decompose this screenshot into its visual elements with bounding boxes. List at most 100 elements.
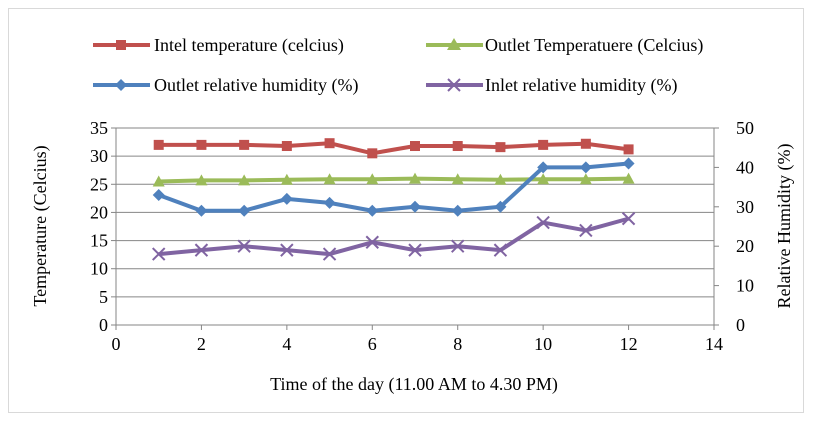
y-left-tick-label: 5 — [99, 287, 108, 307]
data-point — [623, 144, 634, 155]
data-point — [280, 192, 293, 205]
legend-marker-outlet-temperature — [447, 38, 461, 50]
x-tick-label: 8 — [453, 334, 462, 354]
legend-item-outlet-temperature: Outlet Temperatuere (Celcius) — [426, 35, 703, 56]
data-point — [579, 223, 593, 238]
legend-item-inlet-temperature: Intel temperature (celcius) — [93, 35, 344, 56]
data-point — [152, 188, 165, 201]
y-left-axis-title: Temperature (Celcius) — [30, 145, 51, 306]
data-point — [324, 138, 335, 149]
data-point — [366, 173, 379, 185]
data-point — [366, 204, 379, 217]
data-point — [237, 239, 251, 253]
series-layer — [152, 138, 636, 261]
y-right-axis-title: Relative Humidity (%) — [774, 144, 795, 309]
data-point — [494, 200, 507, 213]
data-point — [622, 172, 635, 184]
data-point — [195, 174, 208, 186]
series-line — [158, 161, 629, 213]
legend-label-inlet-humidity: Inlet relative humidity (%) — [485, 75, 677, 96]
y-left-tick-label: 15 — [90, 231, 108, 251]
chart-frame — [8, 8, 804, 413]
data-point — [579, 161, 592, 174]
data-point — [408, 243, 422, 257]
x-tick-label: 6 — [368, 334, 377, 354]
data-point — [538, 139, 549, 150]
data-point — [451, 204, 464, 217]
y-right-tick-label: 10 — [736, 276, 754, 296]
y-left-tick-label: 0 — [99, 315, 108, 335]
x-tick-label: 0 — [112, 334, 121, 354]
legend: Intel temperature (celcius) Outlet Tempe… — [93, 35, 703, 96]
x-tick-label: 10 — [534, 334, 552, 354]
data-point — [409, 172, 421, 184]
legend-label-outlet-humidity: Outlet relative humidity (%) — [154, 75, 358, 96]
data-point — [195, 204, 208, 217]
data-point — [451, 239, 465, 253]
data-point — [495, 142, 506, 153]
data-point — [153, 139, 164, 150]
series-line — [158, 176, 629, 184]
data-point — [622, 157, 635, 170]
axes — [115, 128, 715, 326]
series-1 — [152, 172, 635, 187]
y-left-tick-label: 10 — [90, 259, 108, 279]
data-point — [493, 243, 508, 257]
series-line — [158, 216, 630, 257]
data-point — [280, 243, 294, 257]
data-point — [367, 148, 378, 159]
legend-item-outlet-humidity: Outlet relative humidity (%) — [93, 75, 358, 96]
data-point — [621, 211, 636, 226]
data-point — [410, 141, 420, 152]
x-tick-label: 4 — [282, 334, 291, 354]
data-point — [323, 196, 336, 209]
y-left-tick-label: 30 — [90, 146, 108, 166]
data-point — [537, 161, 550, 174]
data-point — [579, 173, 592, 185]
y-right-tick-label: 20 — [736, 236, 754, 256]
data-point — [238, 204, 251, 217]
x-tick-label: 12 — [620, 334, 638, 354]
y-left-tick-label: 20 — [90, 202, 108, 222]
series-0 — [153, 138, 634, 159]
y-left-tick-label: 35 — [90, 118, 108, 138]
x-tick-labels: 0 2 4 6 8 10 12 14 — [112, 325, 723, 354]
data-point — [451, 173, 464, 185]
y-right-tick-label: 50 — [736, 118, 754, 138]
y-right-tick-label: 0 — [736, 315, 745, 335]
legend-label-inlet-temperature: Intel temperature (celcius) — [154, 35, 344, 56]
data-point — [152, 175, 165, 187]
series-2 — [152, 157, 635, 217]
data-point — [365, 235, 379, 249]
y-right-tick-label: 40 — [736, 157, 754, 177]
data-point — [536, 215, 550, 230]
x-tick-label: 2 — [197, 334, 206, 354]
data-point — [322, 247, 337, 261]
data-point — [194, 243, 209, 257]
y-left-tick-label: 25 — [90, 174, 108, 194]
y-left-tick-labels: 0 5 10 15 20 25 30 35 — [90, 118, 116, 335]
data-point — [239, 139, 250, 150]
data-point — [238, 174, 251, 186]
series-3 — [152, 211, 636, 261]
data-point — [281, 141, 292, 152]
legend-label-outlet-temperature: Outlet Temperatuere (Celcius) — [485, 35, 703, 56]
data-point — [452, 141, 463, 152]
data-point — [280, 173, 293, 185]
legend-item-inlet-humidity: Inlet relative humidity (%) — [426, 75, 677, 96]
data-point — [409, 200, 421, 213]
legend-marker-inlet-temperature — [116, 40, 126, 50]
data-point — [152, 247, 166, 261]
legend-marker-inlet-humidity — [447, 78, 461, 92]
legend-marker-outlet-humidity — [115, 79, 127, 91]
x-tick-label: 14 — [705, 334, 723, 354]
data-point — [494, 173, 507, 185]
y-right-tick-labels: 0 10 20 30 40 50 — [714, 118, 754, 335]
data-point — [323, 173, 336, 185]
y-right-tick-label: 30 — [736, 197, 754, 217]
series-line — [158, 141, 629, 156]
data-point — [537, 173, 550, 185]
data-point — [580, 138, 591, 149]
data-point — [196, 139, 207, 150]
